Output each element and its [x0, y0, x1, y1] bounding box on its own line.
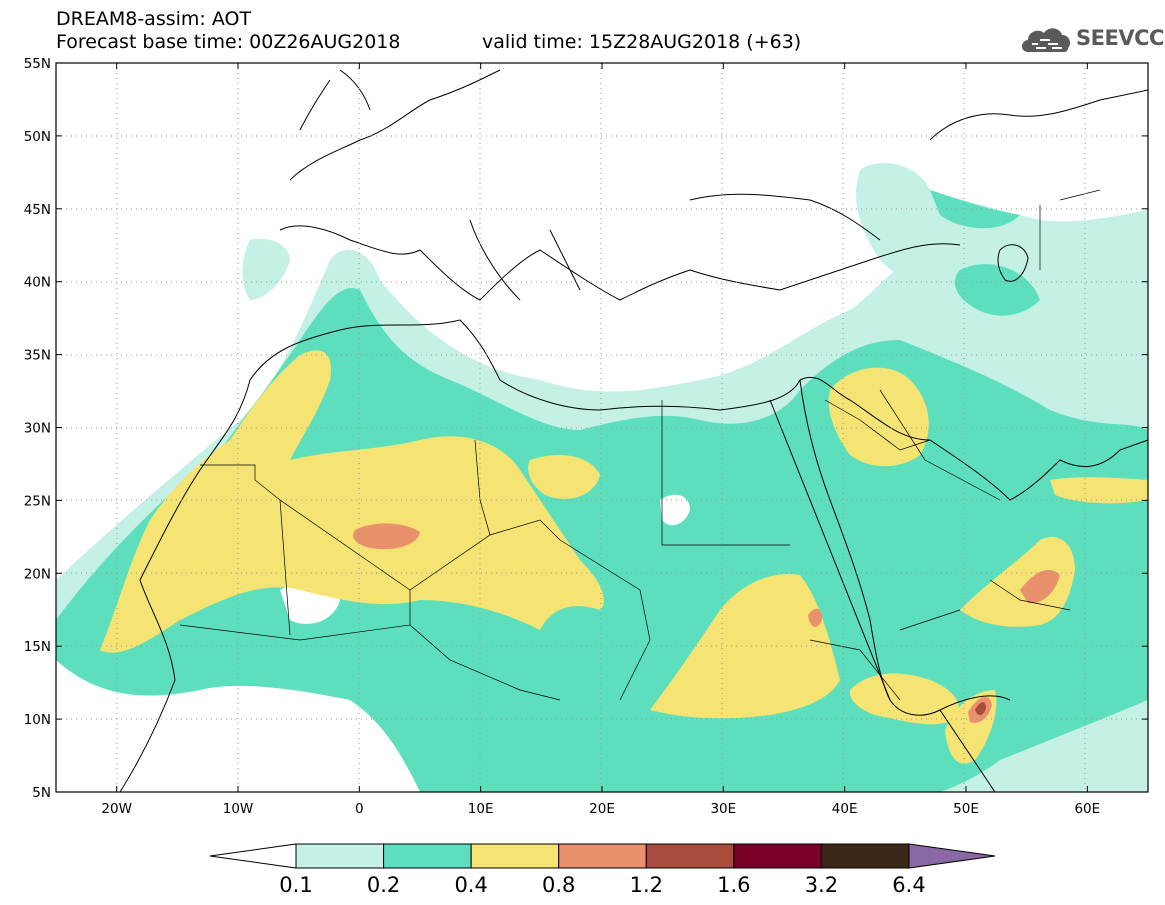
lon-label: 60E [1074, 801, 1100, 817]
aot-band-0.4-0.8 [100, 350, 1148, 764]
lon-label: 10E [468, 801, 494, 817]
lon-label: 10W [223, 801, 254, 817]
coastlines [119, 69, 1148, 792]
colorbar-labels: 0.1 0.2 0.4 0.8 1.2 1.6 3.2 6.4 [279, 873, 925, 897]
lon-label: 20W [101, 801, 132, 817]
colorbar-label: 0.2 [367, 873, 400, 897]
lat-label: 10N [24, 712, 51, 728]
longitude-labels: 20W 10W 0 10E 20E 30E 40E 50E 60E [101, 801, 1100, 817]
colorbar-swatch [383, 843, 472, 869]
colorbar-swatch [645, 843, 735, 869]
map-gridlines [56, 63, 1148, 792]
colorbar-high-arrow [908, 843, 996, 869]
lon-label: 20E [589, 801, 615, 817]
seevccc-logo: SEEVCCC [1018, 22, 1165, 58]
lat-label: 30N [24, 421, 51, 437]
valid-time: valid time: 15Z28AUG2018 (+63) [482, 31, 802, 53]
lon-label: 0 [355, 801, 364, 817]
lon-label: 40E [832, 801, 858, 817]
axis-ticks [56, 62, 1148, 793]
colorbar-swatches [209, 843, 996, 869]
lat-label: 15N [24, 639, 51, 655]
colorbar-label: 1.6 [717, 873, 750, 897]
latitude-labels: 55N 50N 45N 40N 35N 30N 25N 20N 15N 10N 5N [24, 56, 51, 801]
map-plot-area [56, 63, 1148, 792]
lat-label: 35N [24, 348, 51, 364]
colorbar-swatch [733, 843, 822, 869]
forecast-base-time: Forecast base time: 00Z26AUG2018 [56, 31, 401, 53]
lat-label: 25N [24, 493, 51, 509]
colorbar-label: 0.1 [279, 873, 312, 897]
country-borders [179, 189, 1101, 701]
colorbar-low-arrow [209, 843, 297, 869]
map-title: DREAM8-assim: AOT [56, 8, 252, 30]
colorbar-label: 1.2 [630, 873, 663, 897]
colorbar-swatch [820, 843, 910, 869]
logo-text: SEEVCCC [1076, 26, 1165, 50]
lon-label: 50E [953, 801, 979, 817]
aot-band-1.2-1.6 [975, 702, 986, 716]
colorbar-swatch [470, 843, 560, 869]
colorbar-swatch [558, 843, 647, 869]
colorbar-swatch [295, 843, 385, 869]
cloud-icon [1022, 28, 1070, 52]
colorbar-label: 0.4 [454, 873, 487, 897]
lat-label: 20N [24, 566, 51, 582]
colorbar-label: 3.2 [805, 873, 838, 897]
lat-label: 50N [24, 129, 51, 145]
lon-label: 30E [710, 801, 736, 817]
lat-label: 5N [32, 785, 51, 801]
lat-label: 40N [24, 275, 51, 291]
colorbar-label: 6.4 [892, 873, 925, 897]
lat-label: 55N [24, 56, 51, 72]
lat-label: 45N [24, 202, 51, 218]
colorbar-label: 0.8 [542, 873, 575, 897]
